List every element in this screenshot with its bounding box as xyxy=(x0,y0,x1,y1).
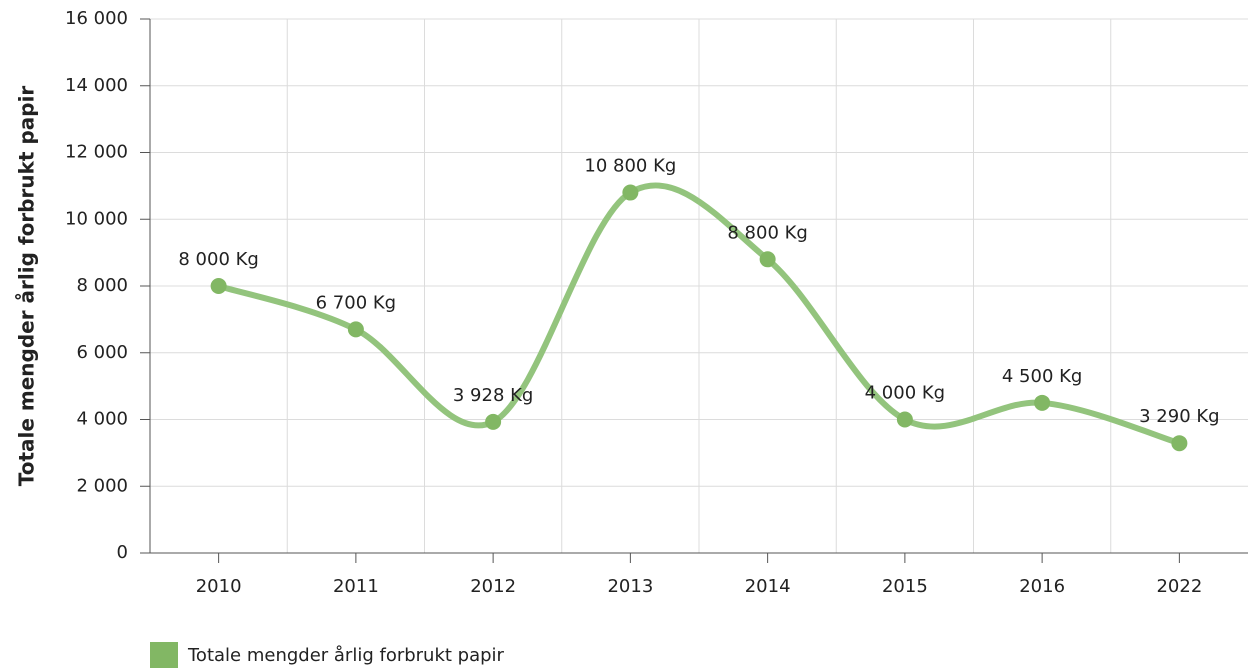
x-tick-label: 2013 xyxy=(607,576,653,597)
y-tick-label: 10 000 xyxy=(65,208,128,229)
x-tick-label: 2011 xyxy=(333,576,379,597)
y-tick-label: 8 000 xyxy=(76,275,128,296)
x-tick-label: 2016 xyxy=(1019,576,1065,597)
y-axis-title: Totale mengder årlig forbrukt papir xyxy=(15,86,39,487)
x-tick-label: 2010 xyxy=(196,576,242,597)
y-tick-label: 4 000 xyxy=(76,409,128,430)
x-tick-label: 2012 xyxy=(470,576,516,597)
data-label: 8 800 Kg xyxy=(727,222,807,243)
point xyxy=(347,321,364,338)
y-tick-label: 16 000 xyxy=(65,8,128,29)
x-tick-label: 2014 xyxy=(745,576,791,597)
legend-label: Totale mengder årlig forbrukt papir xyxy=(187,645,505,666)
point xyxy=(1171,435,1188,452)
data-label: 3 928 Kg xyxy=(453,385,533,406)
point xyxy=(210,278,227,294)
data-label: 8 000 Kg xyxy=(178,249,258,270)
y-tick-label: 6 000 xyxy=(76,342,128,363)
y-tick-label: 2 000 xyxy=(76,475,128,496)
data-label: 4 500 Kg xyxy=(1002,366,1082,387)
data-label: 4 000 Kg xyxy=(865,383,945,404)
legend-swatch xyxy=(150,642,178,668)
point xyxy=(1034,394,1051,411)
point xyxy=(759,251,776,268)
y-tick-label: 12 000 xyxy=(65,142,128,163)
data-label: 6 700 Kg xyxy=(316,292,396,313)
data-label: 10 800 Kg xyxy=(584,156,676,177)
x-tick-label: 2022 xyxy=(1156,576,1202,597)
series-line xyxy=(215,182,1183,447)
data-label: 3 290 Kg xyxy=(1139,406,1219,427)
point xyxy=(485,413,502,430)
point xyxy=(896,411,913,428)
y-tick-label: 14 000 xyxy=(65,75,128,96)
y-tick-label: 0 xyxy=(117,542,128,563)
x-tick-label: 2015 xyxy=(882,576,928,597)
point xyxy=(622,184,639,201)
